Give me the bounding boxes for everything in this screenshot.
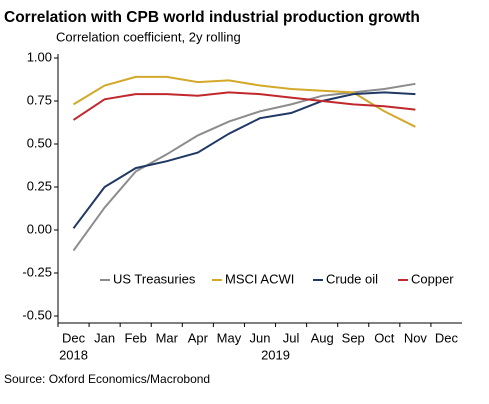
year-label: 2018 [59, 347, 88, 362]
legend-label: Crude oil [326, 271, 378, 286]
legend-label: MSCI ACWI [225, 271, 294, 286]
series-line [72, 91, 416, 121]
x-tick-label: Dec [435, 330, 459, 345]
x-tick-label: Jan [94, 330, 115, 345]
chart-subtitle: Correlation coefficient, 2y rolling [56, 29, 241, 44]
series-line [72, 82, 416, 252]
y-tick-label: 0.75 [27, 92, 52, 107]
source: Source: Oxford Economics/Macrobond [4, 372, 210, 386]
year-label: 2019 [261, 347, 290, 362]
x-tick-label: May [217, 330, 242, 345]
x-tick-label: Apr [188, 330, 209, 345]
y-tick-label: -0.25 [22, 264, 52, 279]
series-line [72, 91, 416, 229]
x-tick-label: Feb [124, 330, 146, 345]
series-line [72, 75, 416, 128]
y-tick-label: 0.00 [27, 221, 52, 236]
x-tick-label: Oct [374, 330, 395, 345]
x-tick-label: Jun [250, 330, 271, 345]
y-tick-label: 1.00 [27, 49, 52, 64]
legend-label: Copper [411, 271, 454, 286]
y-tick-label: 0.25 [27, 178, 52, 193]
x-tick-label: Jul [283, 330, 300, 345]
y-tick-label: -0.50 [22, 307, 52, 322]
x-tick-label: Dec [62, 330, 86, 345]
chart-title: Correlation with CPB world industrial pr… [4, 9, 420, 26]
y-tick-label: 0.50 [27, 135, 52, 150]
legend-label: US Treasuries [113, 271, 196, 286]
x-tick-label: Aug [311, 330, 334, 345]
x-tick-label: Sep [342, 330, 365, 345]
x-tick-label: Nov [404, 330, 428, 345]
x-tick-label: Mar [156, 330, 179, 345]
